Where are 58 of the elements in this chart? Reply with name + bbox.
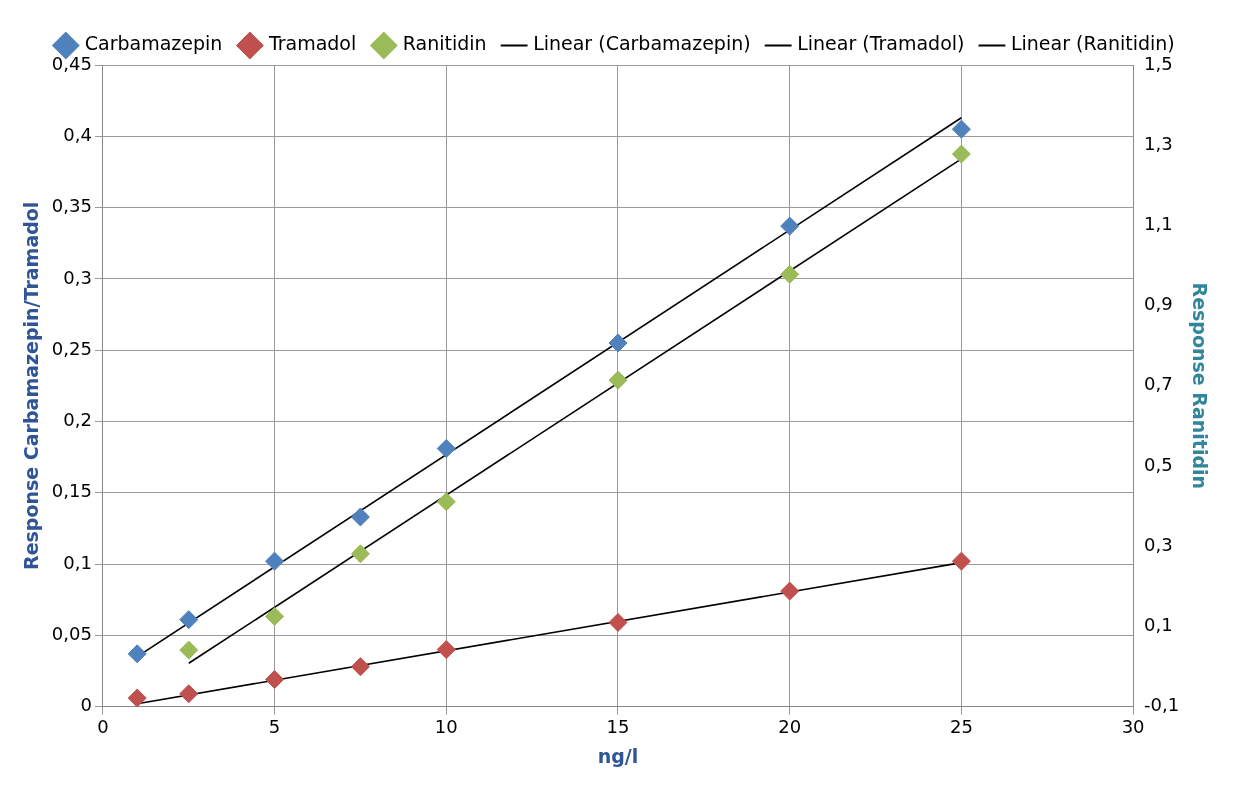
y2-tick-label: 0,7 xyxy=(1144,373,1173,395)
x-tick-label: 30 xyxy=(1121,716,1145,738)
y-tick-label: 0,15 xyxy=(51,480,92,502)
point xyxy=(179,684,199,704)
point xyxy=(780,264,800,284)
y-tick-label: 0,1 xyxy=(63,551,92,573)
point xyxy=(436,439,456,459)
y2-tick-label: 1,5 xyxy=(1144,52,1173,74)
y2-tick-label: 0,1 xyxy=(1144,614,1173,636)
legend-label: Ranitidin xyxy=(402,32,487,55)
point xyxy=(608,370,628,390)
legend-label: Carbamazepin xyxy=(84,32,223,55)
y2-tick-label: 1,3 xyxy=(1144,132,1173,154)
y-tick-label: 0,25 xyxy=(51,337,92,359)
point xyxy=(179,640,199,660)
x-tick-label: 10 xyxy=(434,716,458,738)
y-tick-label: 0,2 xyxy=(63,409,92,431)
x-tick-label: 15 xyxy=(606,716,630,738)
point xyxy=(127,644,147,664)
point xyxy=(780,216,800,236)
legend-label: Linear (Tramadol) xyxy=(797,32,965,55)
x-axis-title: ng/l xyxy=(597,744,639,767)
y2-tick-label: 0,5 xyxy=(1144,453,1173,475)
point xyxy=(436,492,456,512)
point xyxy=(350,507,370,527)
legend-label: Tramadol xyxy=(267,32,357,55)
y-tick-label: 0,3 xyxy=(63,266,92,288)
point xyxy=(436,640,456,660)
point xyxy=(608,333,628,353)
point xyxy=(608,612,628,632)
y2-tick-label: -0,1 xyxy=(1144,694,1180,716)
point xyxy=(127,688,147,707)
point xyxy=(265,551,285,571)
y2-tick-label: 0,9 xyxy=(1144,293,1173,315)
point xyxy=(951,144,971,164)
point xyxy=(951,119,971,139)
y-tick-label: 0,05 xyxy=(51,622,92,644)
point xyxy=(350,544,370,564)
point xyxy=(780,581,800,601)
point xyxy=(265,606,285,626)
x-tick-label: 20 xyxy=(778,716,802,738)
legend-label: Linear (Carbamazepin) xyxy=(533,32,751,55)
y-tick-label: 0,4 xyxy=(63,123,92,145)
legend-label: Linear (Ranitidin) xyxy=(1010,32,1175,55)
x-tick-label: 0 xyxy=(97,716,109,738)
x-tick-label: 25 xyxy=(949,716,973,738)
point xyxy=(265,670,285,690)
point xyxy=(350,657,370,677)
y-tick-label: 0,45 xyxy=(51,52,92,74)
y-tick-label: 0 xyxy=(80,694,92,716)
x-tick-label: 5 xyxy=(268,716,281,738)
point xyxy=(179,610,199,630)
y-axis-title: Response Carbamazepin/Tramadol xyxy=(20,201,43,570)
point xyxy=(951,551,971,571)
y2-tick-label: 1,1 xyxy=(1144,213,1173,235)
y2-tick-label: 0,3 xyxy=(1144,533,1173,555)
y2-axis-title: Response Ranitidin xyxy=(1188,282,1211,490)
y-tick-label: 0,35 xyxy=(51,195,92,217)
